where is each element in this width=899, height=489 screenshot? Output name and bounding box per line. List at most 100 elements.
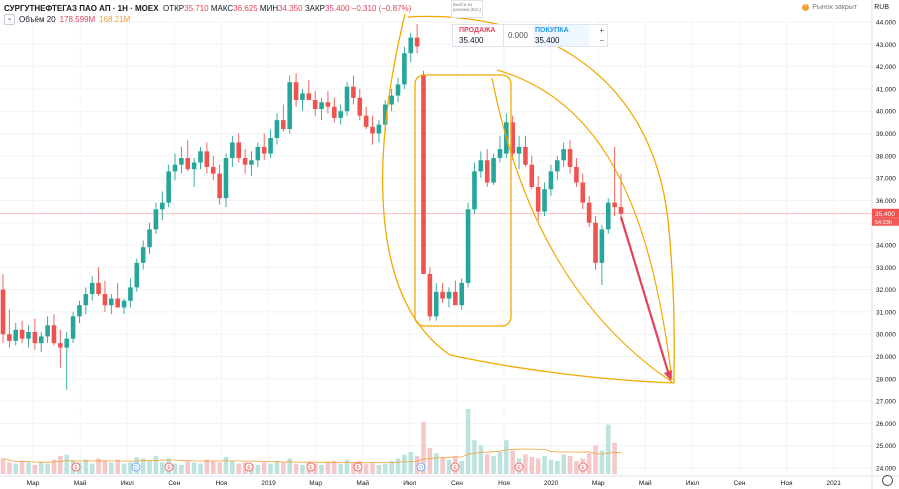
candle-body [510, 122, 515, 154]
volume-bar [332, 461, 337, 474]
volume-bar [89, 463, 95, 474]
candle-body [618, 207, 624, 214]
candle-body [453, 291, 458, 306]
candle-body [96, 282, 101, 295]
candle-body [446, 291, 452, 299]
candle-body [230, 142, 235, 159]
candle-body [128, 287, 133, 301]
y-tick-label: 26.000 [876, 421, 896, 428]
candle-body [491, 158, 496, 183]
candle-body [64, 338, 70, 348]
candle-body [58, 343, 63, 348]
candle-body [433, 291, 439, 317]
drawing-annotations [382, 13, 675, 384]
candle-body [274, 120, 280, 138]
y-tick-label: 27.000 [876, 399, 896, 406]
candle-body [554, 160, 560, 172]
volume-bar [198, 463, 203, 474]
event-marker-label: E [167, 465, 171, 471]
plus-icon[interactable]: + [599, 26, 604, 35]
volume-bar [147, 461, 152, 474]
trend-arrow [619, 216, 671, 376]
last-price-badge [872, 208, 899, 218]
candle-body [382, 104, 388, 125]
volume-bar [230, 461, 235, 474]
volume-bar [561, 454, 566, 474]
candle-body [529, 164, 535, 188]
high-label: МАКС [210, 4, 234, 13]
volume-bar [599, 450, 605, 474]
x-tick-label: Мар [309, 480, 322, 487]
volume-bar [121, 463, 127, 474]
volume-bar [408, 451, 414, 474]
volume-bar [204, 459, 210, 474]
candle-body [268, 137, 273, 154]
exit-mode-tooltip: Выйти из режима (Esc) [451, 0, 483, 18]
buy-button[interactable]: ПОКУПКА 35.400 [533, 25, 589, 46]
quantity-stepper[interactable]: + − [599, 26, 604, 46]
volume-bar [529, 457, 535, 474]
open-label: ОТКР [163, 4, 185, 13]
market-status[interactable]: ! Рынок закрыт [802, 4, 857, 11]
y-tick-label: 33.000 [876, 265, 896, 272]
volume-bar [325, 462, 331, 474]
event-marker [514, 462, 524, 472]
candle-body [363, 115, 369, 127]
volume-bar [153, 455, 159, 474]
candle-body [70, 316, 76, 339]
last-price-label: 35.400 [875, 211, 895, 218]
candle-body [440, 291, 445, 299]
volume-ma-value: 168.21M [99, 15, 131, 24]
candle-body [408, 37, 414, 54]
x-tick-label: Май [639, 479, 652, 487]
x-tick-label: 2019 [261, 480, 276, 487]
candle-body [102, 294, 108, 306]
volume-bar [484, 454, 490, 474]
y-tick-label: 37.000 [876, 176, 896, 183]
volume-bar [45, 463, 50, 474]
countdown-badge [872, 217, 899, 226]
x-tick-label: Ноя [498, 480, 510, 487]
gear-icon[interactable] [882, 475, 893, 486]
candle-body [300, 93, 305, 101]
candle-body [421, 75, 426, 274]
event-marker-label: E [453, 465, 457, 471]
candle-body [389, 95, 394, 105]
symbol-legend: СУРГУТНЕФТЕГАЗ ПАО АП · 1Н · MOEX ОТКР 35… [4, 3, 411, 14]
volume-bar [319, 464, 324, 474]
symbol-title: СУРГУТНЕФТЕГАЗ ПАО АП · 1Н · MOEX [4, 4, 159, 13]
volume-bar [274, 461, 280, 474]
close-label: ЗАКР [304, 4, 325, 13]
candle-body [261, 146, 267, 154]
sell-button[interactable]: ПРОДАЖА 35.400 [453, 25, 504, 46]
candle-body [332, 106, 337, 118]
y-tick-label: 29.000 [876, 354, 896, 361]
y-tick-label: 34.000 [876, 243, 896, 250]
candle-body [140, 247, 146, 263]
volume-bar [236, 463, 242, 474]
volume-bar [32, 464, 38, 474]
volume-bar [542, 455, 547, 474]
minus-icon[interactable]: − [599, 36, 604, 45]
x-tick-label: 2020 [544, 480, 559, 487]
candle-body [338, 111, 343, 118]
event-marker-label: E [247, 465, 251, 471]
event-marker-label: E [517, 465, 521, 471]
volume-bar [0, 458, 6, 474]
volume-bar [159, 462, 165, 474]
candle-body [287, 82, 292, 130]
volume-bar [491, 455, 496, 474]
volume-bar [605, 424, 611, 474]
candle-body [427, 273, 433, 317]
candle-body [548, 171, 554, 190]
volume-bar [64, 454, 70, 474]
volume-bar [504, 440, 509, 474]
close-value: 35.400 [324, 4, 350, 13]
collapse-chevron-icon[interactable]: ⌄ [4, 14, 15, 25]
candle-body [26, 331, 31, 339]
y-tick-label: 28.000 [876, 376, 896, 383]
volume-bar [370, 462, 375, 474]
event-marker-label: E [581, 465, 585, 471]
y-tick-label: 43.000 [876, 42, 896, 49]
